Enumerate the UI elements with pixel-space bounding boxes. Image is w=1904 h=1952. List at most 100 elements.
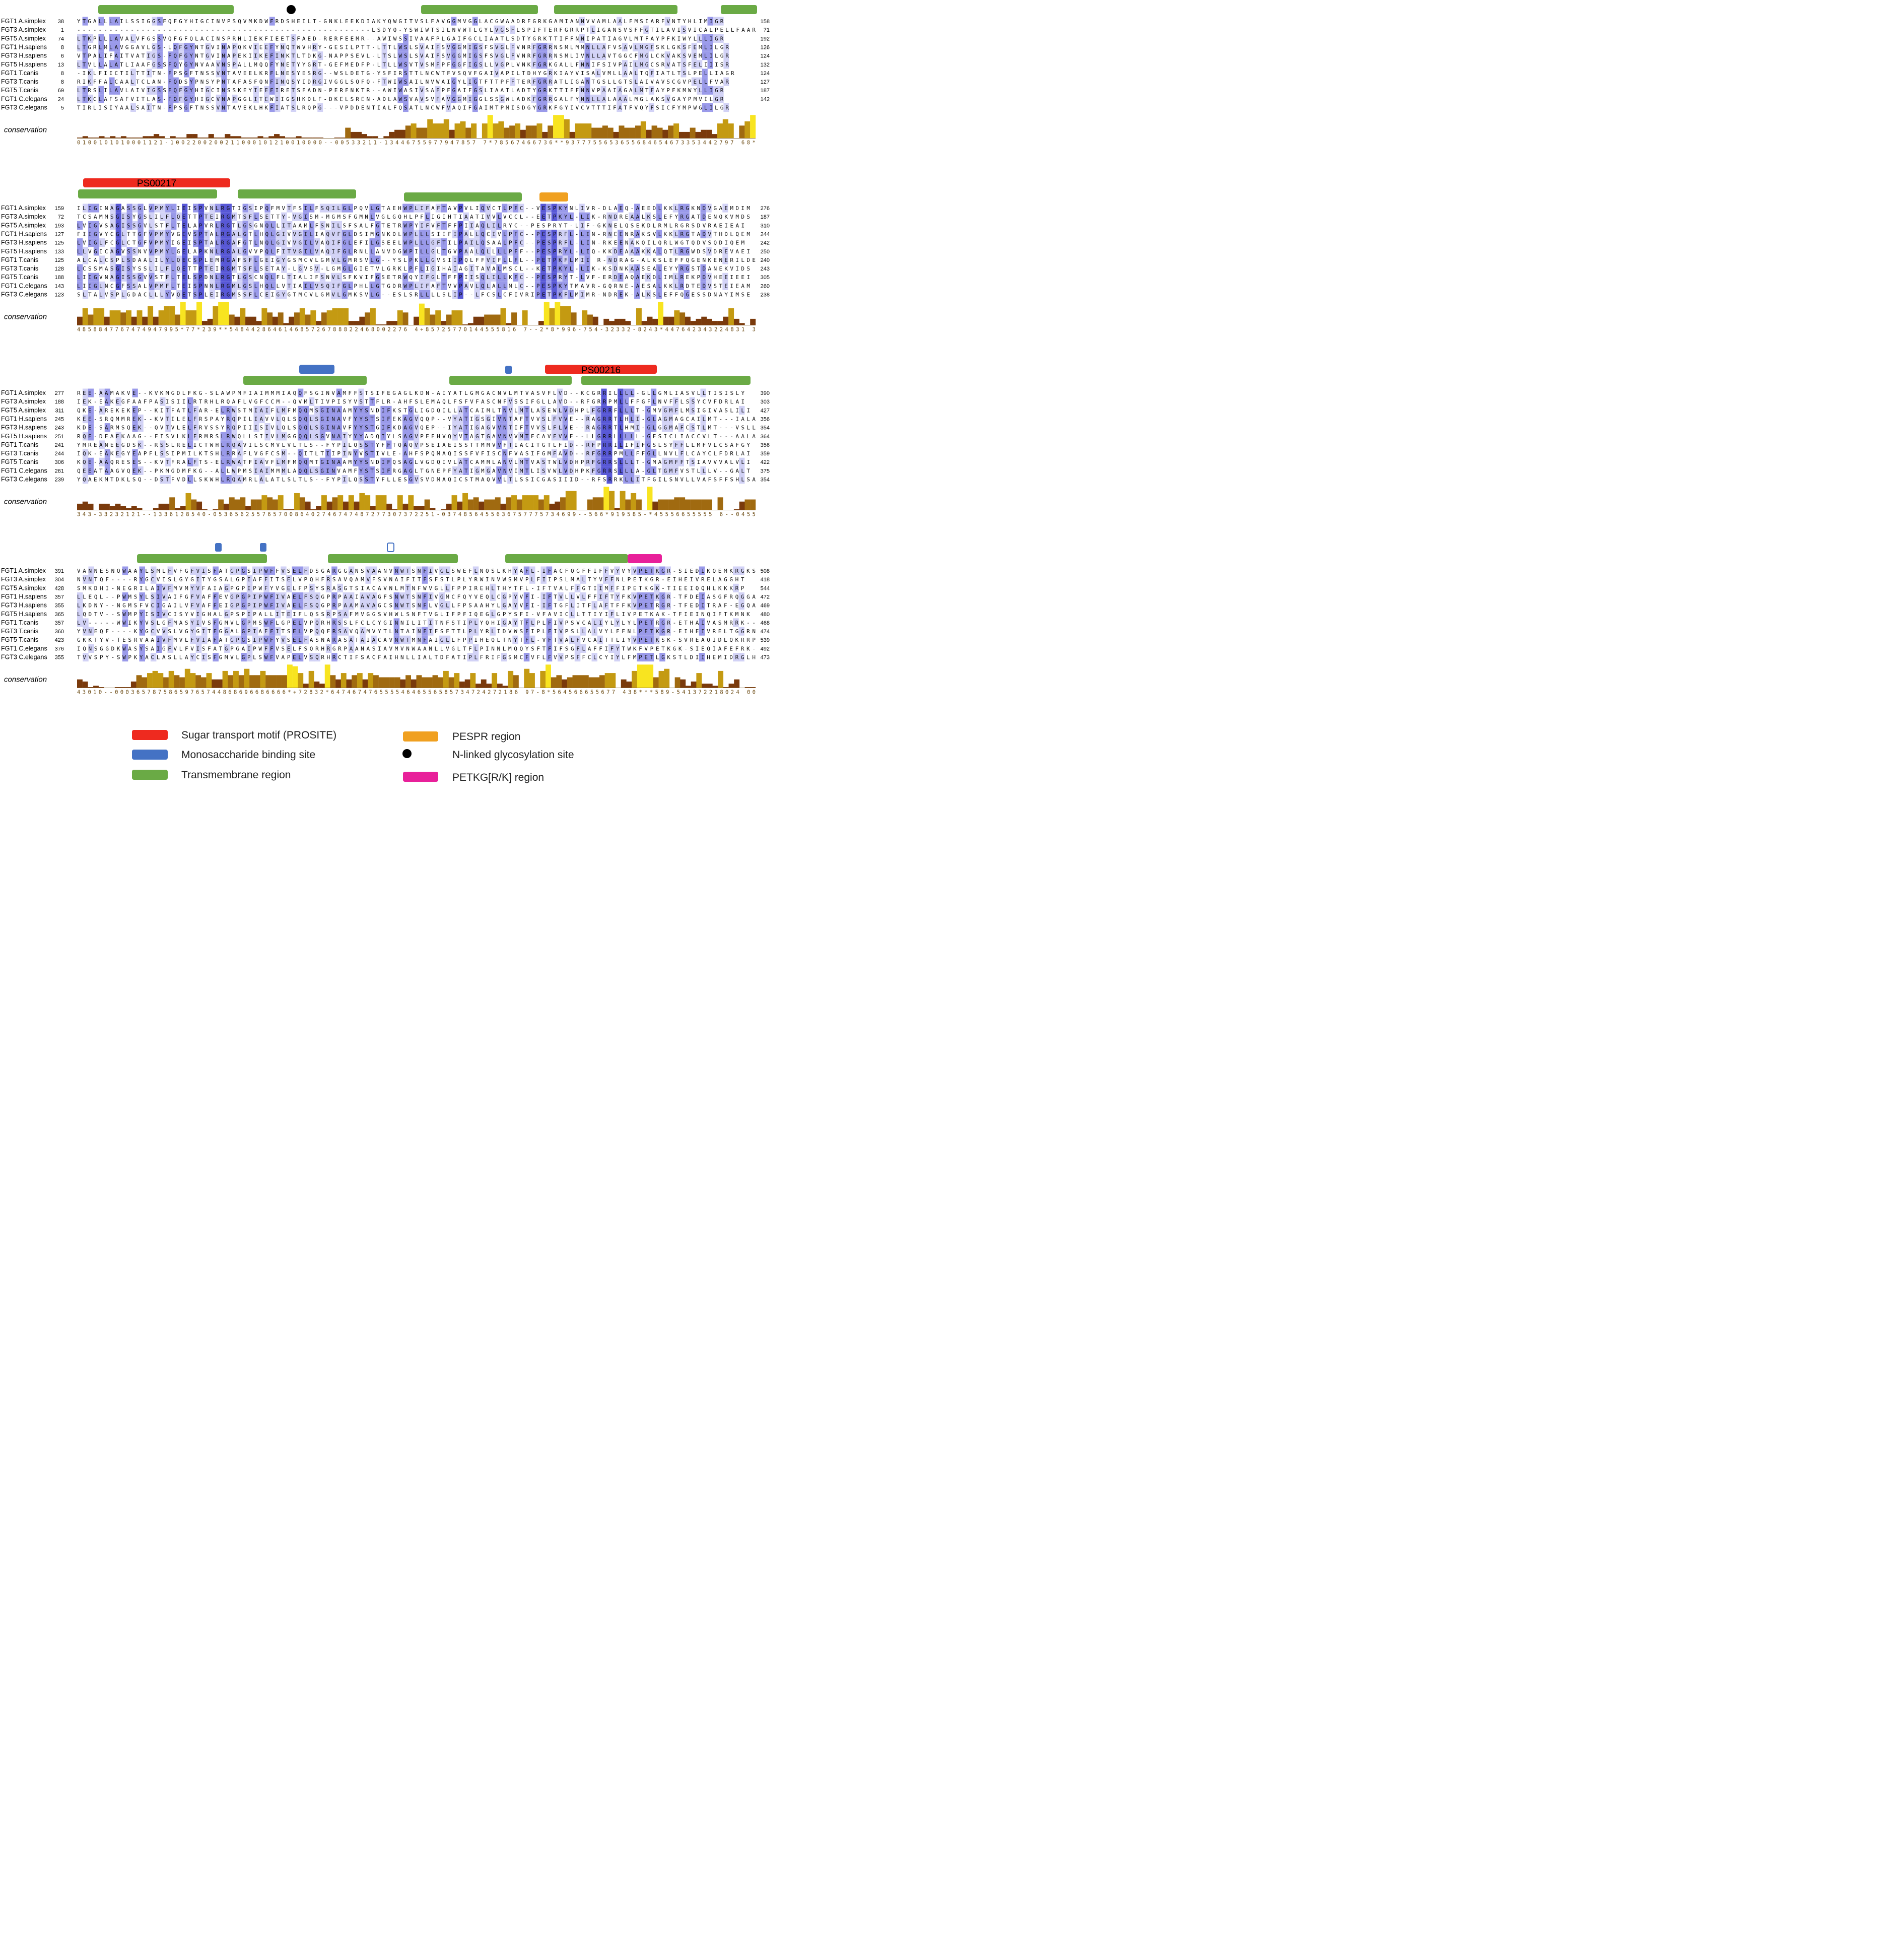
end-position: 244 (761, 231, 770, 237)
residue-shade (121, 273, 127, 282)
conservation-bar (104, 316, 110, 325)
residue-shade (82, 397, 89, 406)
residue-shade (263, 644, 269, 653)
residue-shade (722, 247, 728, 256)
residue-shade (364, 457, 370, 466)
legend-label-glycosylation: N-linked glycosylation site (452, 749, 574, 761)
residue-shade (165, 229, 171, 239)
residue-shade (452, 432, 458, 441)
residue-shade (184, 103, 190, 112)
residue-shade (178, 94, 184, 103)
residue-shade (215, 281, 221, 290)
residue-shade (104, 397, 111, 406)
conservation-bar (652, 318, 658, 325)
conservation-bar (368, 673, 374, 688)
conservation-bar (440, 509, 446, 510)
residue-shade (557, 212, 563, 221)
residue-shade (472, 42, 478, 52)
residue-shade (452, 290, 458, 299)
residue-shade (467, 618, 473, 627)
residue-shade (348, 635, 355, 644)
residue-shade (684, 204, 690, 213)
residue-shade (562, 281, 568, 290)
residue-shade (281, 290, 287, 299)
residue-shade (138, 238, 144, 247)
residue-shade (88, 432, 94, 441)
residue-shade (182, 204, 188, 213)
residue-shade (700, 414, 706, 424)
residue-shade (634, 414, 640, 424)
residue-shade (182, 264, 188, 273)
residue-shade (336, 229, 342, 239)
residue-shade (337, 610, 343, 619)
residue-shade (314, 238, 320, 247)
conservation-bar (744, 121, 751, 139)
residue-shade (99, 457, 105, 466)
residue-shade (513, 229, 519, 239)
residue-shade (414, 238, 420, 247)
conservation-bar (88, 503, 94, 510)
conservation-bar (234, 316, 240, 325)
conservation-bar (744, 499, 751, 510)
residue-shade (402, 60, 409, 69)
residue-shade (513, 273, 519, 282)
residue-shade (557, 229, 563, 239)
residue-shade (371, 601, 377, 610)
residue-shade (700, 281, 706, 290)
residue-shade (405, 583, 411, 592)
residue-shade (557, 247, 563, 256)
end-position: 192 (761, 36, 770, 42)
residue-shade (665, 601, 671, 610)
residue-shade (303, 423, 309, 432)
residue-shade (342, 264, 348, 273)
gene-name: FGT3 A.simplex (1, 576, 46, 583)
residue-shade (314, 432, 320, 441)
conservation-bar (348, 321, 354, 325)
conservation-bar (479, 501, 485, 510)
residue-shade (634, 290, 640, 299)
residue-shade (551, 449, 558, 458)
conservation-bar (361, 134, 367, 139)
conservation-bar (225, 134, 231, 139)
residue-shade (190, 566, 196, 575)
residue-shade (365, 601, 372, 610)
start-position: 188 (55, 275, 64, 281)
conservation-bar (249, 675, 255, 688)
residue-shade (478, 51, 484, 60)
residue-shade (82, 414, 89, 424)
conservation-bar (543, 495, 550, 510)
residue-shade (187, 457, 193, 466)
conservation-bar (567, 677, 573, 688)
residue-shade (220, 221, 226, 230)
residue-shade (263, 583, 269, 592)
residue-shade (408, 281, 414, 290)
residue-shade (336, 247, 342, 256)
residue-shade (165, 406, 171, 415)
residue-shade (463, 247, 469, 256)
residue-shade (369, 238, 375, 247)
residue-shade (308, 204, 315, 213)
residue-shade (237, 475, 243, 484)
residue-shade (156, 610, 162, 619)
residue-shade (192, 432, 199, 441)
conservation-label: conservation (4, 126, 47, 134)
residue-shade (501, 601, 507, 610)
residue-shade (414, 423, 420, 432)
residue-shade (699, 653, 705, 662)
sequence-name: FGT3 C.elegans (1, 291, 47, 298)
residue-shade (269, 42, 275, 52)
conservation-bar (77, 316, 83, 325)
residue-shade (77, 238, 83, 247)
residue-shade (467, 635, 473, 644)
residue-shade (246, 644, 253, 653)
conservation-bar (502, 686, 508, 688)
residue-shade (612, 247, 618, 256)
residue-shade (523, 635, 530, 644)
residue-shade (235, 601, 241, 610)
residue-shade (507, 475, 513, 484)
residue-shade (122, 566, 128, 575)
residue-shade (203, 264, 210, 273)
conservation-bar (158, 310, 164, 325)
conservation-bar (529, 673, 535, 688)
gene-name: FGT1 H.sapiens (1, 43, 47, 50)
